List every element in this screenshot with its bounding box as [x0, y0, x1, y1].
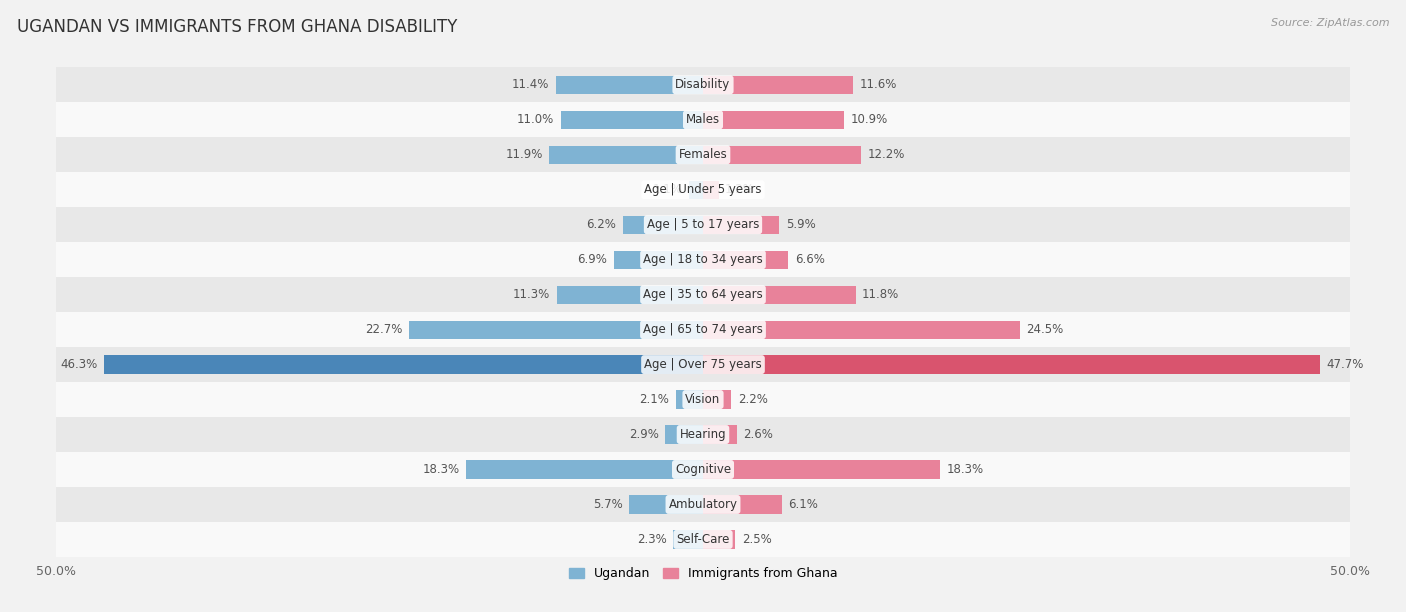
Bar: [614, 250, 703, 269]
Bar: [56, 382, 1350, 417]
Text: 1.1%: 1.1%: [652, 183, 682, 196]
Text: 2.5%: 2.5%: [742, 533, 772, 546]
Text: 47.7%: 47.7%: [1326, 358, 1364, 371]
Text: 11.9%: 11.9%: [505, 148, 543, 161]
Text: 5.7%: 5.7%: [593, 498, 623, 511]
Legend: Ugandan, Immigrants from Ghana: Ugandan, Immigrants from Ghana: [569, 567, 837, 580]
Bar: [703, 215, 779, 234]
Text: 11.0%: 11.0%: [517, 113, 554, 126]
Text: Source: ZipAtlas.com: Source: ZipAtlas.com: [1271, 18, 1389, 28]
Text: Cognitive: Cognitive: [675, 463, 731, 476]
Text: 2.2%: 2.2%: [738, 393, 768, 406]
Text: Hearing: Hearing: [679, 428, 727, 441]
Bar: [703, 460, 939, 479]
Text: Vision: Vision: [685, 393, 721, 406]
Bar: [409, 321, 703, 338]
Bar: [56, 347, 1350, 382]
Text: 12.2%: 12.2%: [868, 148, 904, 161]
Text: 2.6%: 2.6%: [744, 428, 773, 441]
Bar: [56, 102, 1350, 137]
Text: 5.9%: 5.9%: [786, 218, 815, 231]
Bar: [561, 111, 703, 129]
Text: 18.3%: 18.3%: [946, 463, 983, 476]
Text: 2.3%: 2.3%: [637, 533, 666, 546]
Bar: [56, 452, 1350, 487]
Bar: [56, 242, 1350, 277]
Text: 11.3%: 11.3%: [513, 288, 550, 301]
Text: 11.8%: 11.8%: [862, 288, 900, 301]
Bar: [56, 417, 1350, 452]
Bar: [56, 522, 1350, 557]
Text: Age | 65 to 74 years: Age | 65 to 74 years: [643, 323, 763, 336]
Bar: [557, 286, 703, 304]
Bar: [467, 460, 703, 479]
Bar: [703, 286, 856, 304]
Bar: [703, 250, 789, 269]
Bar: [676, 390, 703, 409]
Text: 11.6%: 11.6%: [859, 78, 897, 91]
Bar: [703, 321, 1019, 338]
Bar: [56, 67, 1350, 102]
Text: UGANDAN VS IMMIGRANTS FROM GHANA DISABILITY: UGANDAN VS IMMIGRANTS FROM GHANA DISABIL…: [17, 18, 457, 36]
Bar: [56, 487, 1350, 522]
Bar: [104, 356, 703, 374]
Bar: [555, 76, 703, 94]
Bar: [703, 425, 737, 444]
Text: Age | 5 to 17 years: Age | 5 to 17 years: [647, 218, 759, 231]
Bar: [56, 172, 1350, 207]
Text: 1.2%: 1.2%: [725, 183, 755, 196]
Text: 6.9%: 6.9%: [578, 253, 607, 266]
Text: Self-Care: Self-Care: [676, 533, 730, 546]
Text: 6.2%: 6.2%: [586, 218, 616, 231]
Text: 24.5%: 24.5%: [1026, 323, 1063, 336]
Bar: [623, 215, 703, 234]
Bar: [56, 207, 1350, 242]
Bar: [703, 181, 718, 199]
Text: 46.3%: 46.3%: [60, 358, 97, 371]
Text: Ambulatory: Ambulatory: [668, 498, 738, 511]
Bar: [703, 146, 860, 164]
Text: 6.6%: 6.6%: [794, 253, 825, 266]
Text: Age | 35 to 64 years: Age | 35 to 64 years: [643, 288, 763, 301]
Text: 11.4%: 11.4%: [512, 78, 550, 91]
Text: Males: Males: [686, 113, 720, 126]
Bar: [630, 495, 703, 513]
Text: 10.9%: 10.9%: [851, 113, 887, 126]
Text: Females: Females: [679, 148, 727, 161]
Text: Disability: Disability: [675, 78, 731, 91]
Bar: [703, 495, 782, 513]
Text: 6.1%: 6.1%: [789, 498, 818, 511]
Bar: [689, 181, 703, 199]
Text: 2.1%: 2.1%: [640, 393, 669, 406]
Bar: [703, 76, 853, 94]
Text: Age | Over 75 years: Age | Over 75 years: [644, 358, 762, 371]
Bar: [703, 390, 731, 409]
Bar: [703, 531, 735, 548]
Bar: [550, 146, 703, 164]
Bar: [56, 312, 1350, 347]
Text: 22.7%: 22.7%: [366, 323, 404, 336]
Bar: [673, 531, 703, 548]
Bar: [703, 111, 844, 129]
Bar: [56, 137, 1350, 172]
Bar: [56, 277, 1350, 312]
Text: 2.9%: 2.9%: [628, 428, 659, 441]
Text: Age | Under 5 years: Age | Under 5 years: [644, 183, 762, 196]
Bar: [665, 425, 703, 444]
Text: Age | 18 to 34 years: Age | 18 to 34 years: [643, 253, 763, 266]
Text: 18.3%: 18.3%: [423, 463, 460, 476]
Bar: [703, 356, 1320, 374]
